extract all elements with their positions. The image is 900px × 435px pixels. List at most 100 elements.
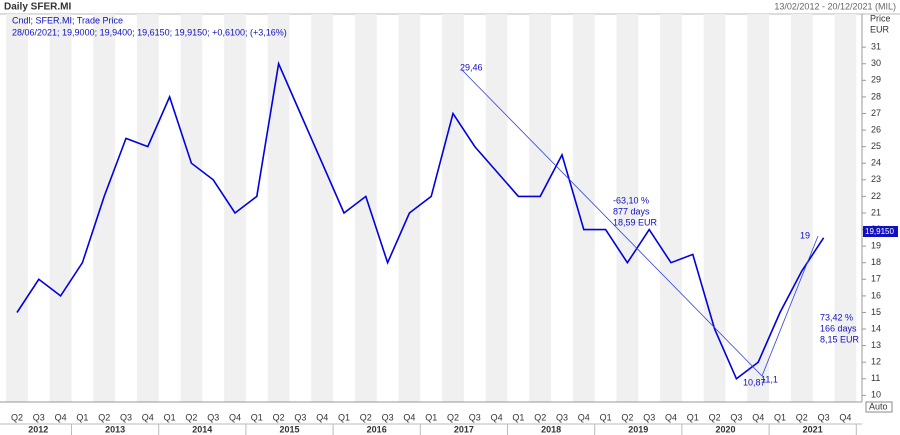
quarter-band: [790, 14, 813, 402]
quarter-band: [180, 14, 203, 402]
year-label: 2017: [454, 424, 474, 434]
auto-label[interactable]: Auto: [869, 401, 888, 411]
y-tick-label: 24: [871, 158, 881, 168]
x-tick-label: Q3: [643, 412, 655, 422]
x-tick-label: Q2: [11, 412, 23, 422]
x-tick-label: Q3: [33, 412, 45, 422]
x-tick-label: Q2: [447, 412, 459, 422]
x-tick-label: Q2: [273, 412, 285, 422]
x-tick-label: Q1: [425, 412, 437, 422]
quarter-band: [93, 14, 116, 402]
annotation: 73,42 %: [820, 312, 853, 322]
y-tick-label: 10: [871, 390, 881, 400]
x-tick-label: Q2: [709, 412, 721, 422]
y-axis-label: Price: [870, 13, 891, 23]
x-tick-label: Q2: [534, 412, 546, 422]
x-tick-label: Q4: [578, 412, 590, 422]
x-tick-label: Q3: [730, 412, 742, 422]
quarter-band: [747, 14, 770, 402]
last-price: 19,9150: [865, 227, 894, 236]
x-tick-label: Q4: [229, 412, 241, 422]
annotation: 10,87: [743, 377, 766, 387]
x-tick-label: Q4: [839, 412, 851, 422]
x-tick-label: Q4: [665, 412, 677, 422]
x-tick-label: Q3: [469, 412, 481, 422]
quarter-band: [442, 14, 464, 402]
quarter-band: [834, 14, 857, 402]
x-tick-label: Q4: [752, 412, 764, 422]
x-tick-label: Q1: [251, 412, 263, 422]
annotation: 18,59 EUR: [613, 217, 658, 227]
x-tick-label: Q1: [512, 412, 524, 422]
annotation: 29,46: [460, 62, 483, 72]
x-tick-label: Q2: [98, 412, 110, 422]
year-label: 2021: [803, 424, 823, 434]
auto-button[interactable]: [865, 401, 893, 413]
quarter-band: [6, 14, 28, 402]
quarter-band: [703, 14, 726, 402]
quarter-band: [660, 14, 682, 402]
y-tick-label: 17: [871, 274, 881, 284]
annotation: 11,1: [761, 374, 778, 384]
year-label: 2019: [628, 424, 648, 434]
y-tick-label: 18: [871, 257, 881, 267]
x-tick-label: Q1: [338, 412, 350, 422]
y-tick-label: 15: [871, 307, 881, 317]
x-tick-label: Q4: [403, 412, 415, 422]
year-label: 2018: [541, 424, 561, 434]
quarter-band: [354, 14, 377, 402]
x-tick-label: Q1: [164, 412, 176, 422]
quarter-band: [616, 14, 639, 402]
year-label: 2020: [715, 424, 735, 434]
chart-title: Daily SFER.MI: [4, 2, 71, 13]
y-tick-label: 19: [871, 241, 881, 251]
y-tick-label: 26: [871, 124, 881, 134]
y-tick-label: 22: [871, 191, 881, 201]
x-tick-label: Q4: [142, 412, 154, 422]
price-line: [16, 60, 825, 381]
quarter-band: [311, 14, 334, 402]
year-label: 2015: [279, 424, 299, 434]
quarter-band: [572, 14, 595, 402]
x-tick-label: Q3: [556, 412, 568, 422]
annotation: 8,15 EUR: [820, 334, 860, 344]
y-tick-label: 23: [871, 174, 881, 184]
y-tick-label: 30: [871, 58, 881, 68]
x-tick-label: Q3: [207, 412, 219, 422]
y-tick-label: 25: [871, 141, 881, 151]
quarter-band: [136, 14, 159, 402]
x-tick-label: Q4: [316, 412, 328, 422]
last-price-box: [863, 226, 898, 237]
quarter-band: [49, 14, 72, 402]
annotation: 19: [800, 230, 810, 240]
year-label: 2014: [192, 424, 212, 434]
legend-text: Cndl; SFER.MI; Trade Price: [12, 15, 123, 25]
x-tick-label: Q1: [76, 412, 88, 422]
quarter-band: [267, 14, 290, 402]
quarter-band: [398, 14, 421, 402]
trendline: [761, 235, 819, 377]
y-tick-label: 31: [871, 42, 881, 52]
annotation: -63,10 %: [613, 195, 649, 205]
x-tick-label: Q2: [621, 412, 633, 422]
x-tick-label: Q2: [185, 412, 197, 422]
quarter-band: [224, 14, 246, 402]
annotation: 166 days: [820, 323, 857, 333]
y-tick-label: 16: [871, 290, 881, 300]
x-tick-label: Q3: [294, 412, 306, 422]
y-tick-label: 21: [871, 207, 881, 217]
x-tick-label: Q2: [360, 412, 372, 422]
y-tick-label: 27: [871, 108, 881, 118]
y-tick-label: 14: [871, 323, 881, 333]
x-tick-label: Q1: [687, 412, 699, 422]
year-label: 2016: [367, 424, 387, 434]
x-tick-label: Q1: [600, 412, 612, 422]
year-label: 2012: [28, 424, 48, 434]
y-tick-label: 11: [871, 373, 880, 383]
trendline: [461, 69, 763, 377]
x-tick-label: Q4: [491, 412, 503, 422]
y-tick-label: 12: [871, 357, 881, 367]
x-tick-label: Q2: [796, 412, 808, 422]
y-tick-label: 13: [871, 340, 881, 350]
annotation: 877 days: [613, 206, 650, 216]
